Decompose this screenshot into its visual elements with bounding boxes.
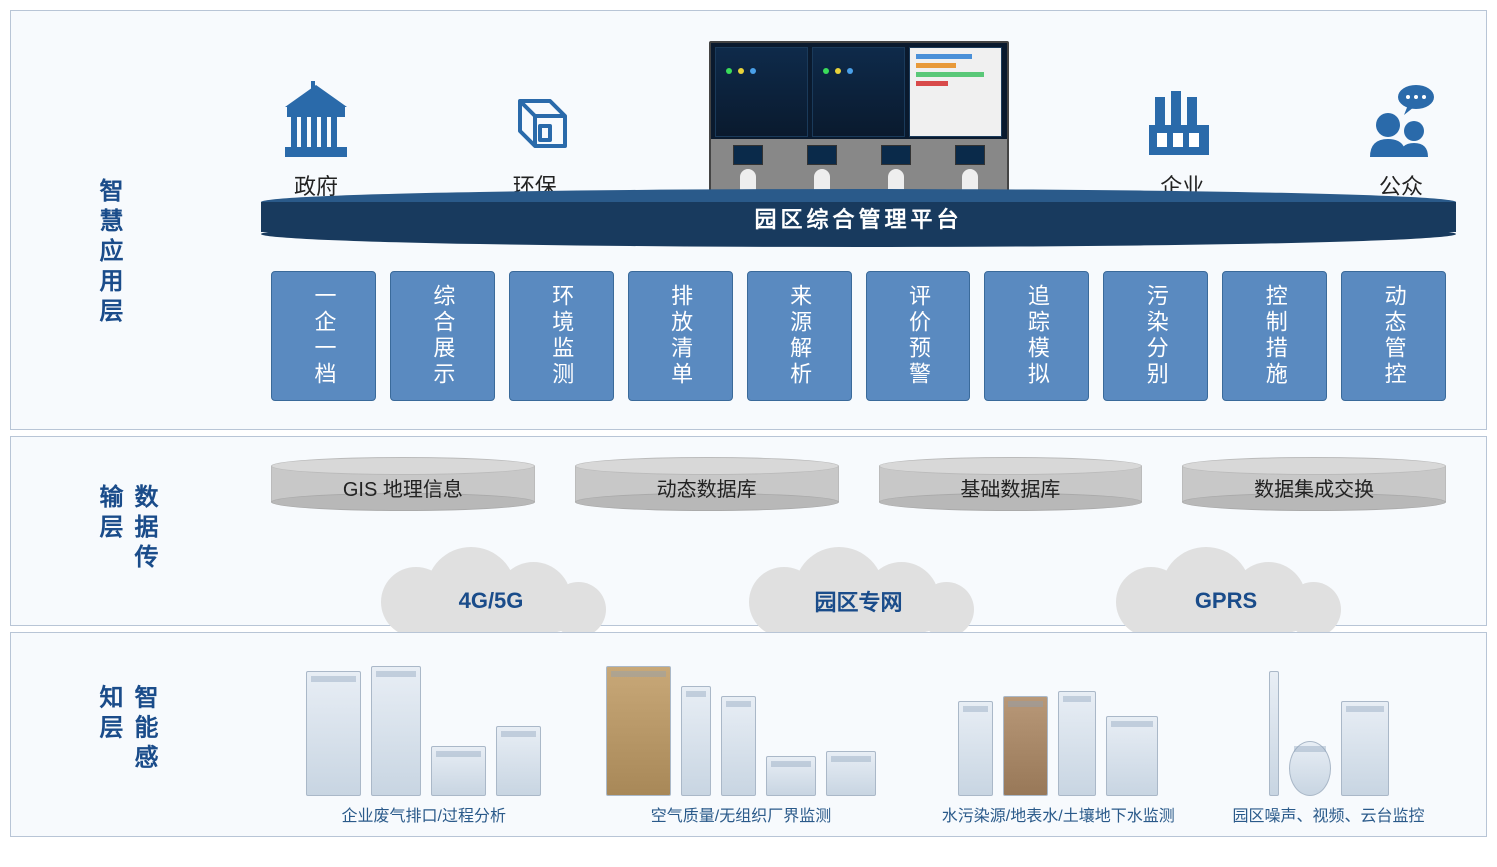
perception-layer: 智能感知层 [10,632,1487,837]
ptz-camera-device-icon [1341,701,1389,796]
air-station-device-icon [721,696,756,796]
fn-box: 排放清单 [628,271,733,401]
db-cylinder: GIS 地理信息 [271,457,535,511]
fn-box: 环境监测 [509,271,614,401]
db-label: 数据集成交换 [1182,457,1446,511]
fn-box: 追踪模拟 [984,271,1089,401]
stakeholder-enterprise: 企业 [1137,81,1227,201]
transport-layer: 数据传输层 GIS 地理信息 动态数据库 基础数据库 数据集成交换 [10,436,1487,626]
layer-label-perception: 智能感知层 [91,684,161,786]
db-label: GIS 地理信息 [271,457,535,511]
government-building-icon [271,81,361,161]
database-row: GIS 地理信息 动态数据库 基础数据库 数据集成交换 [271,457,1446,511]
application-layer: 智慧应用层 [10,10,1487,430]
analyzer-device-icon [496,726,541,796]
sensor-group-video [1211,658,1446,796]
factory-icon [1137,81,1227,161]
noise-pole-device-icon [1269,671,1279,796]
sensor-group-emission [271,658,577,796]
control-room-dashboard-icon [709,41,1009,201]
cube-building-icon [490,81,580,161]
fn-box: 动态管控 [1341,271,1446,401]
water-monitor-device-icon [958,701,993,796]
network-label: GPRS [1106,547,1346,637]
fn-box: 一企一档 [271,271,376,401]
stakeholder-env: 环保 [490,81,580,201]
water-monitor-device-icon [1106,716,1158,796]
perception-content: 企业废气排口/过程分析 空气质量/无组织厂界监测 水污染源/地表水/土壤地下水监… [271,633,1446,836]
db-label: 基础数据库 [879,457,1143,511]
analyzer-device-icon [371,666,421,796]
fn-box: 污染分别 [1103,271,1208,401]
water-monitor-device-icon [1003,696,1048,796]
stakeholder-government: 政府 [271,81,361,201]
fn-box: 控制措施 [1222,271,1327,401]
fn-box: 综合展示 [390,271,495,401]
sensors-area: 企业废气排口/过程分析 空气质量/无组织厂界监测 水污染源/地表水/土壤地下水监… [271,658,1446,826]
transport-content: GIS 地理信息 动态数据库 基础数据库 数据集成交换 4G/5G [271,437,1446,625]
sensor-category-label: 企业废气排口/过程分析 [271,802,577,826]
db-cylinder: 数据集成交换 [1182,457,1446,511]
air-station-device-icon [766,756,816,796]
db-cylinder: 动态数据库 [575,457,839,511]
db-label: 动态数据库 [575,457,839,511]
sensor-category-label: 园区噪声、视频、云台监控 [1211,802,1446,826]
air-station-device-icon [681,686,711,796]
people-chat-icon [1356,81,1446,161]
application-content: 政府 环保 [271,11,1446,429]
stakeholder-public: 公众 [1356,81,1446,201]
camera-device-icon [1289,741,1331,796]
air-station-device-icon [826,751,876,796]
stakeholders-row: 政府 环保 [271,31,1446,201]
sensor-labels-row: 企业废气排口/过程分析 空气质量/无组织厂界监测 水污染源/地表水/土壤地下水监… [271,802,1446,826]
network-cloud: 园区专网 [739,547,979,637]
fn-box: 评价预警 [866,271,971,401]
sensor-group-air [577,658,906,796]
analyzer-device-icon [431,746,486,796]
fn-box: 来源解析 [747,271,852,401]
analyzer-device-icon [306,671,361,796]
sensor-group-water [906,658,1212,796]
layer-label-application: 智慧应用层 [91,178,126,328]
sensor-category-label: 水污染源/地表水/土壤地下水监测 [906,802,1212,826]
network-label: 4G/5G [371,547,611,637]
platform-label: 园区综合管理平台 [261,189,1456,247]
db-cylinder: 基础数据库 [879,457,1143,511]
network-row: 4G/5G 园区专网 GPRS [371,547,1346,637]
air-station-device-icon [606,666,671,796]
layer-label-transport: 数据传输层 [91,484,161,578]
platform-bar: 园区综合管理平台 [261,189,1456,247]
functions-row: 一企一档 综合展示 环境监测 排放清单 来源解析 评价预警 追踪模拟 污染分别 … [271,271,1446,401]
network-label: 园区专网 [739,547,979,637]
sensor-category-label: 空气质量/无组织厂界监测 [577,802,906,826]
water-monitor-device-icon [1058,691,1096,796]
network-cloud: 4G/5G [371,547,611,637]
network-cloud: GPRS [1106,547,1346,637]
